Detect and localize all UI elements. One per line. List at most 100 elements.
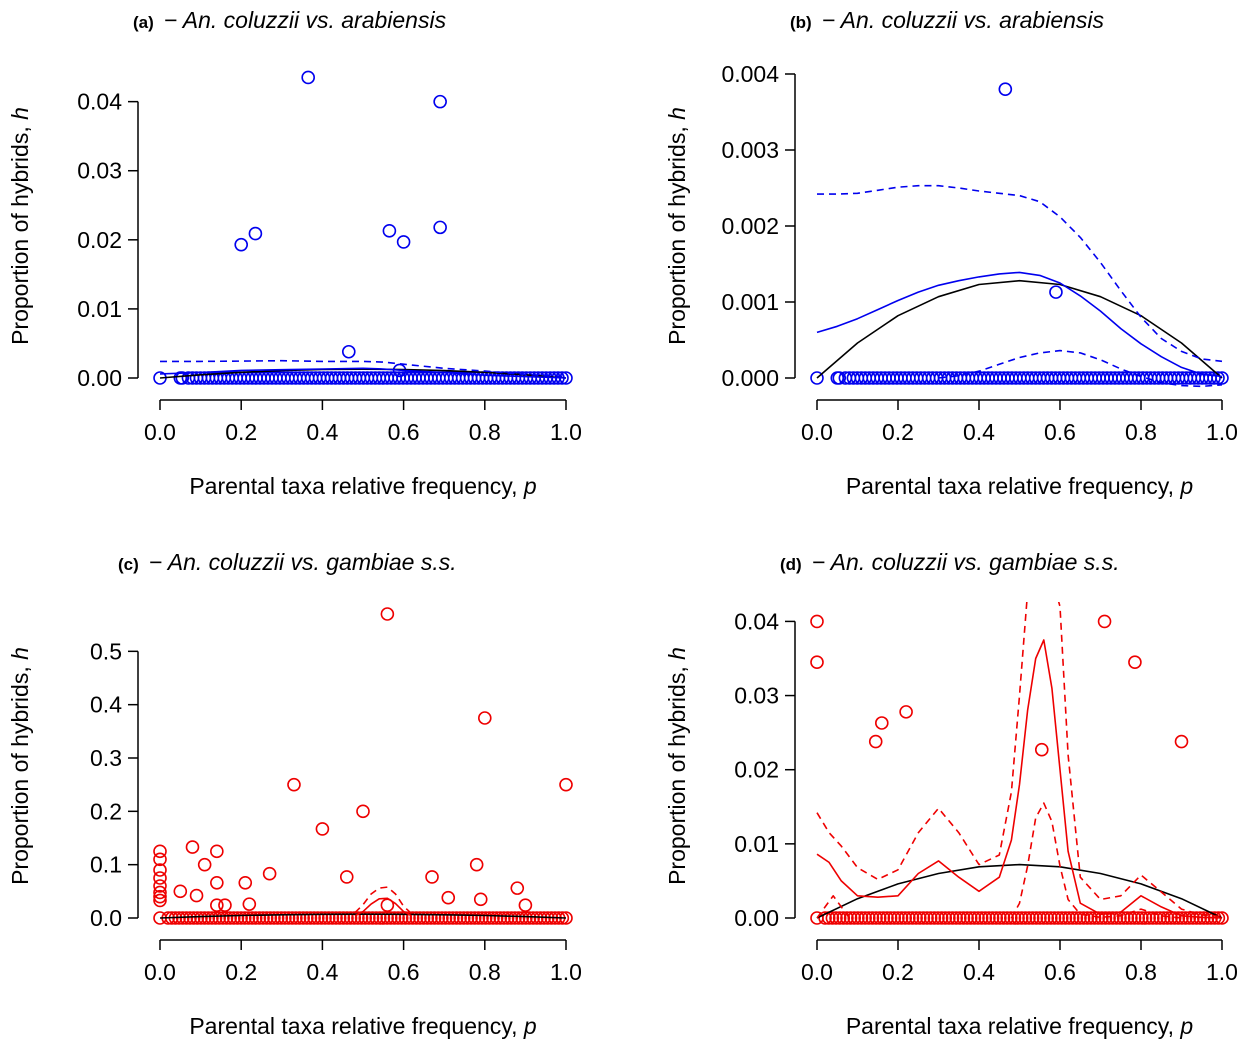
data-point <box>956 911 971 925</box>
data-point <box>409 911 424 925</box>
data-point <box>1073 911 1087 925</box>
data-point <box>210 844 224 859</box>
series-lines <box>159 886 567 919</box>
y-tick-label: 0.003 <box>721 137 779 163</box>
data-point <box>912 911 927 925</box>
data-point <box>343 911 358 925</box>
x-tick-label: 0.4 <box>963 419 995 445</box>
data-point <box>963 911 978 925</box>
data-point <box>1049 285 1063 299</box>
data-point <box>511 911 526 925</box>
data-point <box>1033 911 1047 925</box>
data-point <box>382 224 397 238</box>
data-point <box>186 911 201 925</box>
data-point <box>858 911 872 925</box>
data-point <box>245 911 259 925</box>
data-point <box>1131 911 1146 925</box>
data-point <box>1095 911 1109 925</box>
data-point <box>183 911 197 925</box>
data-point <box>1149 911 1164 925</box>
data-point <box>1047 911 1062 925</box>
x-tick-label: 0.2 <box>882 959 914 985</box>
data-point <box>442 911 456 925</box>
data-point <box>475 911 489 925</box>
data-point <box>219 911 234 925</box>
data-point <box>916 911 931 925</box>
x-tick-label: 0.8 <box>1125 419 1157 445</box>
y-tick-label: 0.01 <box>77 296 122 322</box>
data-point <box>894 911 909 925</box>
data-point <box>1098 911 1113 925</box>
data-point <box>868 734 883 749</box>
data-point <box>289 911 303 925</box>
y-axis-label: Proportion of hybrids, h <box>7 647 33 885</box>
fit-line <box>159 367 567 379</box>
data-point <box>212 911 227 925</box>
data-point <box>1084 911 1098 925</box>
panel-tag: (b) <box>790 13 812 32</box>
x-axis-label-var: p <box>523 1013 537 1039</box>
points <box>810 82 1229 385</box>
data-point <box>362 911 376 925</box>
data-point <box>1171 911 1186 925</box>
y-axis-label-text: Proportion of hybrids, <box>7 120 33 345</box>
data-point <box>497 911 511 925</box>
data-point <box>1022 911 1036 925</box>
data-point <box>190 911 205 925</box>
x-axis-label: Parental taxa relative frequency, p <box>189 1013 537 1039</box>
data-point <box>1174 734 1189 749</box>
data-point <box>413 911 427 925</box>
x-axis-label-var: p <box>523 473 537 499</box>
data-point <box>314 911 329 925</box>
data-point <box>210 898 224 913</box>
y-tick-label: 0.4 <box>90 692 122 718</box>
data-point <box>1120 911 1135 925</box>
data-point <box>234 237 248 252</box>
data-point <box>185 840 200 854</box>
series-lines <box>816 602 1223 919</box>
data-point <box>887 911 902 925</box>
data-point <box>829 911 843 925</box>
y-tick-label: 0.00 <box>734 905 779 931</box>
data-point <box>486 911 500 925</box>
series-lines <box>816 184 1223 388</box>
fit-line <box>816 279 1223 379</box>
x-tick-label: 0.4 <box>306 959 338 985</box>
data-point <box>153 863 167 877</box>
data-point <box>471 911 486 925</box>
x-tick-label: 0.0 <box>801 419 833 445</box>
panel-title-text: − An. coluzzii vs. arabiensis <box>164 7 447 33</box>
x-tick-label: 0.6 <box>1044 959 1076 985</box>
data-point <box>433 94 447 109</box>
y-tick-label: 0.01 <box>734 831 779 857</box>
data-point <box>263 911 278 925</box>
x-axis-label: Parental taxa relative frequency, p <box>846 1013 1194 1039</box>
data-point <box>248 226 263 241</box>
data-point <box>934 911 949 925</box>
data-point <box>519 911 533 925</box>
data-point <box>1018 911 1033 925</box>
data-point <box>1058 911 1073 925</box>
data-point <box>974 911 989 925</box>
x-axis-label-text: Parental taxa relative frequency, <box>846 1013 1181 1039</box>
data-point <box>854 911 869 925</box>
fit-line <box>816 639 1223 919</box>
y-tick-label: 0.0 <box>90 905 122 931</box>
data-point <box>351 911 365 925</box>
data-point <box>518 898 533 913</box>
data-point <box>427 911 442 925</box>
data-point <box>1040 911 1055 925</box>
data-point <box>248 911 263 925</box>
data-point <box>449 911 464 925</box>
fit-line <box>159 913 567 919</box>
data-point <box>303 911 318 925</box>
data-point <box>810 911 824 925</box>
x-tick-label: 1.0 <box>1206 959 1238 985</box>
data-point <box>325 911 340 925</box>
data-point <box>1065 911 1080 925</box>
data-point <box>851 911 865 925</box>
data-point <box>1102 911 1116 925</box>
data-point <box>321 911 336 925</box>
x-tick-label: 1.0 <box>1206 419 1238 445</box>
y-axis-label-text: Proportion of hybrids, <box>664 660 690 885</box>
